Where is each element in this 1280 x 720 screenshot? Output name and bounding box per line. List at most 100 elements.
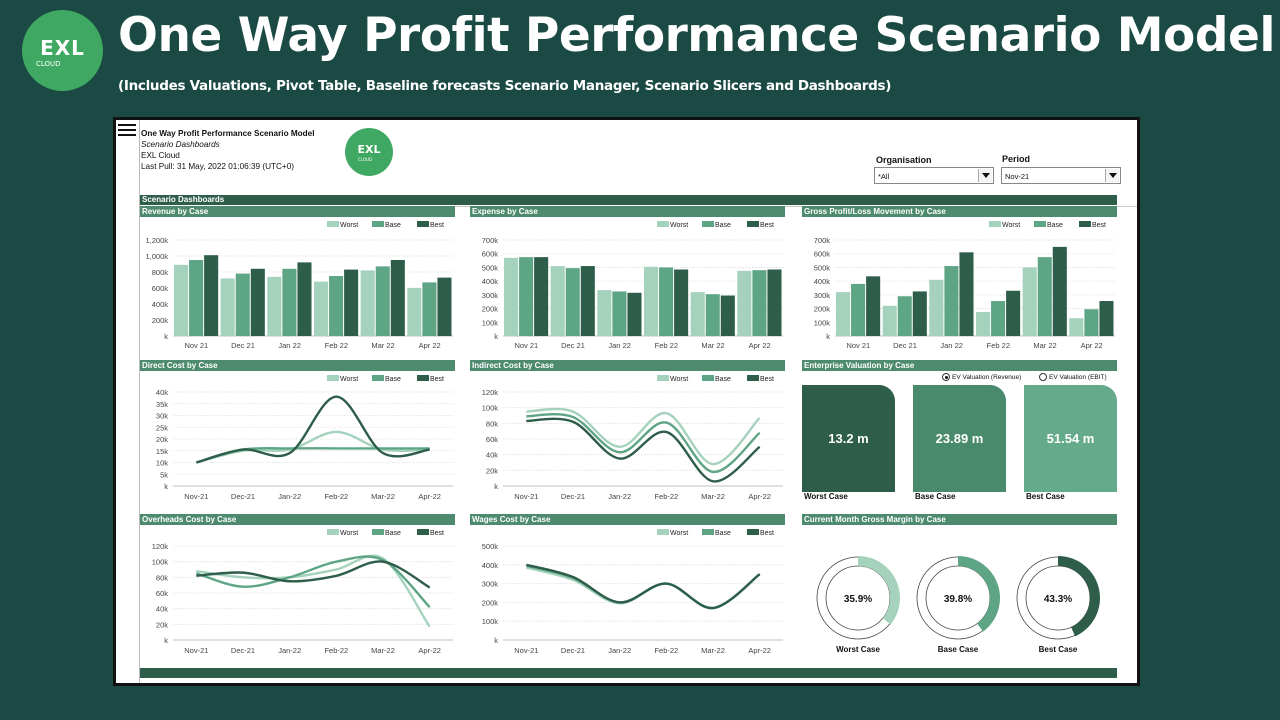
wages-cost-by-casechart: Wages Cost by Case Worst Base Best k 100k 200k… <box>470 514 785 666</box>
y-tick-label: 120k <box>482 388 499 397</box>
donut-label-worst: Worst Case <box>836 645 880 654</box>
bar-worst <box>929 279 944 336</box>
radio-label: EV Valuation (EBIT) <box>1049 374 1107 381</box>
gutter-divider <box>139 120 140 683</box>
organisation-label: Organisation <box>876 155 932 165</box>
line-base <box>195 555 431 608</box>
legend-label: Best <box>430 222 444 229</box>
legend-label: Worst <box>670 376 688 383</box>
x-tick-label: Apr-22 <box>748 492 771 501</box>
x-tick-label: Jan 22 <box>940 341 963 350</box>
bar-best <box>534 257 549 336</box>
x-tick-label: Nov-21 <box>514 646 538 655</box>
company-name: EXL Cloud <box>141 151 180 160</box>
chevron-down-icon[interactable] <box>1105 169 1119 182</box>
period-label: Period <box>1002 154 1031 164</box>
menu-icon[interactable] <box>118 124 136 136</box>
chart-svg: Worst Base Best k 5k 10k 15k 20k 25k 30k 35k 40k Nov… <box>156 375 453 501</box>
bar-best <box>674 269 689 336</box>
x-tick-label: Feb 22 <box>655 341 678 350</box>
bar-worst <box>1022 267 1037 336</box>
legend-swatch-worst <box>327 375 339 381</box>
bar-base <box>282 268 297 336</box>
line-base <box>526 413 761 474</box>
bar-best <box>344 269 359 336</box>
bar-base <box>235 273 250 336</box>
legend-label: Base <box>715 376 731 383</box>
bar-worst <box>737 270 752 336</box>
legend-swatch-base <box>702 529 714 535</box>
y-tick-label: 100k <box>482 404 499 413</box>
legend-swatch-best <box>1079 221 1091 227</box>
y-tick-label: 60k <box>486 435 498 444</box>
legend-swatch-best <box>417 221 429 227</box>
ev-label-best: Best Case <box>1026 492 1065 501</box>
y-tick-label: 10k <box>156 459 168 468</box>
organisation-value: *All <box>878 172 890 181</box>
bar-worst <box>174 264 189 336</box>
overheads-cost-by-casechart: Overheads Cost by Case Worst Base Best k 20k 4… <box>140 514 455 666</box>
bar-best <box>959 252 974 336</box>
ev-ebit-radio[interactable]: EV Valuation (EBIT) <box>1039 373 1107 381</box>
x-tick-label: Jan 22 <box>278 341 301 350</box>
bar-base <box>375 266 390 336</box>
legend-swatch-best <box>747 529 759 535</box>
panel-title: Revenue by Case <box>140 206 455 217</box>
y-tick-label: 500k <box>814 263 831 272</box>
y-tick-label: k <box>826 332 830 341</box>
bar-base <box>705 294 720 336</box>
y-tick-label: k <box>164 332 168 341</box>
donut-label-base: Base Case <box>937 645 979 654</box>
line-worst <box>526 407 761 466</box>
panel-title: Current Month Gross Margin by Case <box>802 514 1117 525</box>
y-tick-label: k <box>164 482 168 491</box>
bar-base <box>897 296 912 336</box>
bar-worst <box>550 266 565 336</box>
bar-best <box>204 255 219 336</box>
bar-base <box>851 283 866 336</box>
legend-swatch-worst <box>327 529 339 535</box>
bar-base <box>565 268 580 336</box>
ev-tile-worst: 13.2 m <box>802 385 895 492</box>
x-tick-label: Jan-22 <box>278 492 301 501</box>
chart-svg: Worst Base Best k 20k 40k 60k 80k 100k 120k Nov-21… <box>152 529 453 655</box>
legend-label: Base <box>715 530 731 537</box>
x-tick-label: Nov-21 <box>514 492 538 501</box>
bar-worst <box>976 312 991 336</box>
y-tick-label: 800k <box>152 268 169 277</box>
ev-revenue-radio[interactable]: EV Valuation (Revenue) <box>942 373 1021 381</box>
y-tick-label: k <box>494 332 498 341</box>
radio-label: EV Valuation (Revenue) <box>952 374 1022 381</box>
x-tick-label: Jan-22 <box>278 646 301 655</box>
line-best <box>196 560 431 589</box>
donut-value: 39.8% <box>944 594 972 605</box>
radio-selected-icon <box>942 373 950 381</box>
legend-label: Worst <box>670 222 688 229</box>
bar-base <box>519 257 534 336</box>
bar-best <box>250 268 265 336</box>
gross-profit-loss-movement-by-casechart: Gross Profit/Loss Movement by Case Worst B… <box>802 206 1117 358</box>
y-tick-label: 300k <box>482 291 499 300</box>
bar-worst <box>597 290 612 336</box>
x-tick-label: Mar-22 <box>701 492 725 501</box>
y-tick-label: 100k <box>152 558 169 567</box>
legend-label: Best <box>760 222 774 229</box>
bar-base <box>991 301 1006 336</box>
chevron-down-icon[interactable] <box>978 169 992 182</box>
legend-label: Best <box>430 376 444 383</box>
legend-label: Base <box>1047 222 1063 229</box>
legend-swatch-base <box>372 221 384 227</box>
section-header: Scenario Dashboards <box>140 195 1117 205</box>
bar-worst <box>407 288 422 336</box>
legend-label: Best <box>1092 222 1106 229</box>
period-dropdown[interactable]: Nov-21 <box>1001 167 1121 184</box>
x-tick-label: Mar-22 <box>371 646 395 655</box>
x-tick-label: Jan-22 <box>608 646 631 655</box>
x-tick-label: Dec-21 <box>561 492 585 501</box>
y-tick-label: 1,200k <box>145 236 168 245</box>
organisation-dropdown[interactable]: *All <box>874 167 994 184</box>
y-tick-label: 700k <box>482 236 499 245</box>
y-tick-label: 1,000k <box>145 252 168 261</box>
y-tick-label: 200k <box>152 316 169 325</box>
panel-title: Direct Cost by Case <box>140 360 455 371</box>
